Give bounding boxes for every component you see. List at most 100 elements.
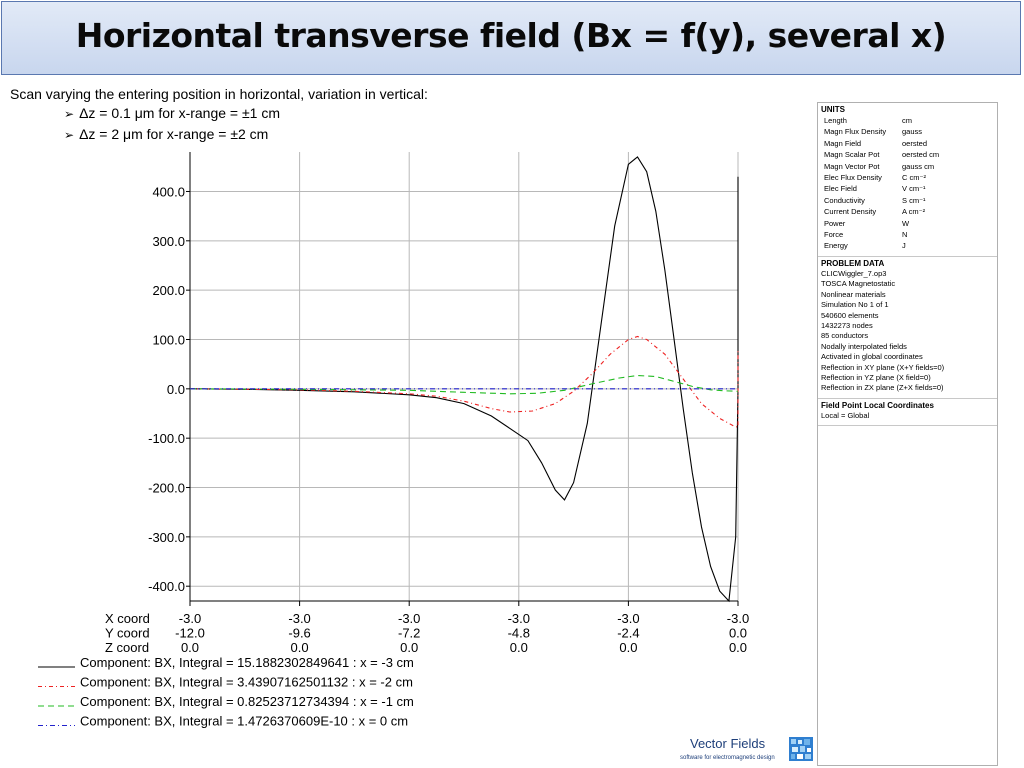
bullet-item: ➢ Δz = 2 μm for x-range = ±2 cm	[64, 126, 268, 142]
logo-name: Vector Fields	[690, 736, 766, 751]
grid-lines	[189, 152, 739, 602]
arrow-bullet-icon: ➢	[64, 128, 75, 142]
vector-fields-logo-icon	[789, 737, 813, 761]
unit-row: Current Density A cm⁻²	[821, 206, 994, 217]
problem-data-row: 85 conductors	[821, 331, 869, 341]
y-tick-label: -200.0	[148, 481, 185, 496]
unit-quantity: Current Density	[824, 207, 877, 217]
series-line	[189, 335, 739, 429]
problem-data-row: 540600 elements	[821, 310, 879, 320]
x-axis-ticks: -3.0-12.00.0-3.0-9.60.0-3.0-7.20.0-3.0-4…	[105, 601, 749, 655]
y-tick-label: 200.0	[152, 283, 185, 298]
unit-value: C cm⁻²	[902, 173, 926, 183]
line-chart: 400.0 300.0 200.0 100.0 0.0 -100.0 -200.0 -300.…	[38, 152, 749, 729]
unit-value: gauss cm	[902, 161, 935, 171]
unit-row: Magn Field oersted	[821, 138, 994, 149]
problem-data-list: CLICWiggler_7.op3 TOSCA Magnetostatic Nonl…	[821, 269, 994, 394]
unit-value: J	[902, 241, 906, 251]
unit-value: V cm⁻¹	[902, 184, 926, 194]
bullet-text: Δz = 2 μm for x-range = ±2 cm	[79, 126, 269, 142]
arrow-bullet-icon: ➢	[64, 107, 75, 121]
slide-title: Horizontal transverse field (Bx = f(y), …	[75, 16, 947, 55]
unit-row: Elec Flux Density C cm⁻²	[821, 172, 994, 183]
coords-section: Field Point Local Coordinates Local = Gl…	[818, 399, 997, 427]
logo-tagline: software for electromagnetic design	[680, 755, 775, 761]
unit-value: S cm⁻¹	[902, 195, 926, 205]
coord-row-label: X coord	[105, 611, 150, 626]
problem-data-section: PROBLEM DATA CLICWiggler_7.op3 TOSCA Magn…	[818, 257, 997, 399]
x-tick-label: -9.6	[288, 626, 310, 641]
problem-data-row: Nonlinear materials	[821, 289, 886, 299]
x-tick-label: 0.0	[181, 640, 199, 655]
x-tick-label: -4.8	[508, 626, 530, 641]
problem-data-row: Nodally interpolated fields	[821, 341, 907, 351]
legend-label: Component: BX, Integral = 1.4726370609E-…	[80, 714, 408, 729]
unit-row: Elec Field V cm⁻¹	[821, 183, 994, 194]
x-tick-label: 0.0	[400, 640, 418, 655]
problem-data-row: Reflection in YZ plane (X field=0)	[821, 372, 931, 382]
unit-row: Magn Scalar Pot oersted cm	[821, 149, 994, 160]
unit-value: N	[902, 230, 908, 240]
legend-label: Component: BX, Integral = 3.439071625011…	[80, 675, 413, 690]
coords-row: Local = Global	[821, 410, 870, 420]
x-tick-label: 0.0	[291, 640, 309, 655]
unit-value: oersted cm	[902, 150, 940, 160]
unit-row: Power W	[821, 218, 994, 229]
units-heading: UNITS	[821, 105, 845, 114]
y-tick-label: -400.0	[148, 579, 185, 594]
problem-data-row: Simulation No 1 of 1	[821, 300, 889, 310]
unit-row: Conductivity S cm⁻¹	[821, 195, 994, 206]
x-tick-label: -3.0	[398, 611, 420, 626]
problem-data-row: Reflection in ZX plane (Z+X fields=0)	[821, 383, 944, 393]
unit-row: Force N	[821, 229, 994, 240]
unit-value: gauss	[902, 127, 923, 137]
unit-quantity: Magn Scalar Pot	[824, 150, 880, 160]
unit-value: A cm⁻²	[902, 207, 926, 217]
legend: Component: BX, Integral = 15.18823028496…	[38, 655, 414, 729]
problem-data-row: Activated in global coordinates	[821, 352, 923, 362]
x-tick-label: 0.0	[729, 640, 747, 655]
unit-value: cm	[902, 116, 912, 125]
bullet-text: Δz = 0.1 μm for x-range = ±1 cm	[79, 105, 281, 121]
unit-row: Magn Flux Density gauss	[821, 126, 994, 137]
problem-data-row: TOSCA Magnetostatic	[821, 279, 896, 289]
series-lines	[189, 156, 739, 603]
series-line	[189, 374, 739, 395]
unit-row: Length cm	[821, 115, 994, 126]
coord-row-label: Z coord	[105, 640, 149, 655]
unit-quantity: Length	[824, 116, 847, 125]
unit-quantity: Magn Flux Density	[824, 127, 887, 137]
unit-quantity: Power	[824, 218, 846, 228]
coord-row-label: Y coord	[105, 626, 150, 641]
units-section: UNITS Length cm Magn Flux Density gauss Magn…	[818, 103, 997, 257]
intro-text: Scan varying the entering position in ho…	[10, 86, 428, 102]
title-bar: Horizontal transverse field (Bx = f(y), …	[1, 1, 1021, 75]
unit-quantity: Force	[824, 230, 844, 240]
x-tick-label: -3.0	[288, 611, 310, 626]
y-tick-label: 0.0	[167, 382, 185, 397]
unit-quantity: Magn Field	[824, 138, 862, 148]
y-tick-label: -300.0	[148, 530, 185, 545]
unit-quantity: Elec Field	[824, 184, 857, 194]
y-tick-label: 300.0	[152, 234, 185, 249]
problem-data-row: Reflection in XY plane (X+Y fields=0)	[821, 362, 945, 372]
y-tick-label: -100.0	[148, 431, 185, 446]
unit-quantity: Elec Flux Density	[824, 173, 882, 183]
unit-quantity: Magn Vector Pot	[824, 161, 880, 171]
legend-label: Component: BX, Integral = 15.18823028496…	[80, 655, 414, 670]
unit-quantity: Conductivity	[824, 195, 865, 205]
unit-value: W	[902, 218, 910, 228]
y-axis-ticks: 400.0 300.0 200.0 100.0 0.0 -100.0 -200.0 -300.…	[148, 184, 190, 594]
bullet-item: ➢ Δz = 0.1 μm for x-range = ±1 cm	[64, 105, 280, 121]
y-tick-label: 400.0	[152, 184, 185, 199]
x-tick-label: 0.0	[619, 640, 637, 655]
problem-data-row: CLICWiggler_7.op3	[821, 268, 887, 278]
x-tick-label: -12.0	[175, 626, 205, 641]
x-tick-label: 0.0	[729, 626, 747, 641]
x-tick-label: -3.0	[727, 611, 749, 626]
x-tick-label: -3.0	[617, 611, 639, 626]
problem-data-heading: PROBLEM DATA	[821, 258, 885, 268]
problem-data-row: 1432273 nodes	[821, 320, 873, 330]
y-tick-label: 100.0	[152, 332, 185, 347]
coords-list: Local = Global	[821, 411, 994, 421]
